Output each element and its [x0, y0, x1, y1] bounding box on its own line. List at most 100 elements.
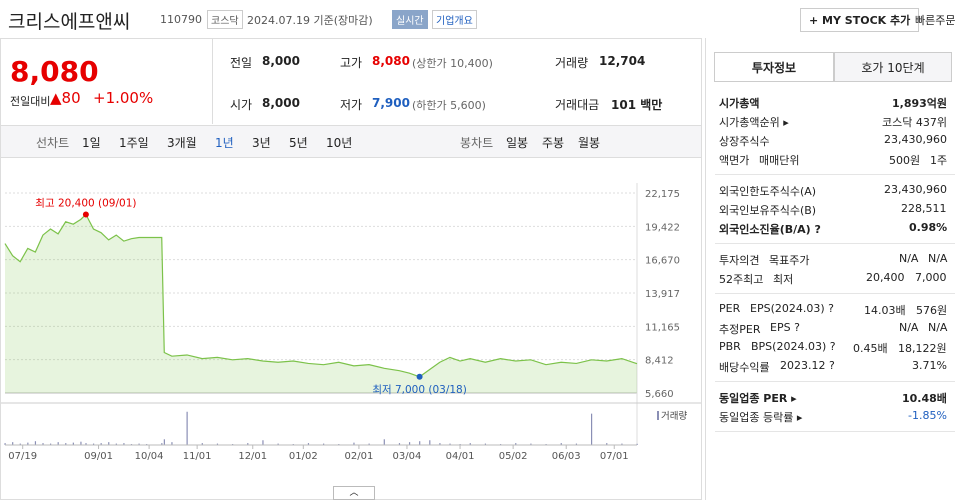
period-tab[interactable]: 1주일: [119, 136, 149, 150]
volume-bar: [398, 443, 401, 445]
volume-bar: [85, 443, 87, 445]
collapse-button[interactable]: ︿: [333, 486, 375, 500]
info-panel: [705, 38, 968, 500]
price-line: [4, 213, 638, 378]
period-tab[interactable]: 3년: [252, 136, 271, 150]
panel-tab[interactable]: 투자정보: [714, 52, 834, 82]
panel-label: 52주최고: [719, 273, 764, 286]
period-tab[interactable]: 주봉: [542, 136, 565, 150]
period-tab[interactable]: 1년: [215, 136, 234, 150]
summary-value: 7,900: [372, 96, 410, 110]
realtime-button[interactable]: 실시간: [392, 10, 428, 29]
summary-sub: (하한가 5,600): [412, 99, 486, 112]
volume-bar: [100, 443, 102, 445]
volume-bar: [80, 441, 82, 445]
summary-label: 거래량: [555, 56, 589, 70]
period-tab[interactable]: 3개월: [167, 136, 197, 150]
volume-bar: [449, 443, 451, 445]
period-tab[interactable]: 1일: [82, 136, 101, 150]
stock-name: 크리스에프앤씨: [8, 11, 131, 33]
panel-label: 배당수익률: [719, 361, 770, 374]
market-badge: 코스닥: [207, 10, 243, 29]
x-tick-label: 05/02: [499, 451, 528, 462]
summary-sub: (상한가 10,400): [412, 57, 493, 70]
summary-label: 거래대금: [555, 98, 600, 112]
x-tick-label: 07/19: [8, 451, 37, 462]
panel-value: N/A: [928, 252, 948, 265]
volume-bar: [12, 442, 14, 445]
volume-bar: [171, 442, 173, 445]
panel-label: 동일업종 PER ▸: [719, 392, 797, 405]
volume-bar: [57, 442, 59, 445]
panel-value: 7,000: [915, 271, 947, 284]
volume-bar: [439, 443, 441, 445]
mystock-button[interactable]: + MY STOCK 추가: [800, 8, 920, 32]
panel-value: 23,430,960: [884, 133, 947, 146]
panel-tab[interactable]: 호가 10단계: [834, 52, 952, 82]
panel-value: 0.98%: [909, 221, 948, 234]
stock-code: 110790: [160, 13, 202, 26]
summary-label: 저가: [340, 98, 363, 112]
volume-bar: [50, 443, 52, 445]
overview-dropdown[interactable]: 기업개요: [432, 10, 477, 29]
panel-value: N/A: [928, 321, 948, 334]
panel-label: 상장주식수: [719, 135, 770, 148]
volume-label: 거래량: [661, 410, 687, 422]
annotation-dot: [82, 211, 89, 218]
annotation: 최고 20,400 (09/01): [35, 197, 136, 209]
volume-bar: [161, 443, 163, 445]
panel-divider: [715, 381, 955, 382]
volume-bar: [323, 443, 325, 445]
panel-label: PBR: [719, 340, 741, 353]
chart: 22,175 19,422 16,670 13,917 11,165 8,412 5,660…: [1, 183, 701, 462]
period-label: 선차트: [36, 136, 70, 150]
panel-value: 10.48배: [902, 392, 947, 405]
panel-value: 18,122원: [898, 342, 947, 355]
volume-bar: [560, 443, 562, 445]
change-pct: +1.00%: [93, 89, 154, 107]
volume-bar: [27, 442, 29, 445]
panel-value: N/A: [899, 252, 919, 265]
panel-value: 코스닥 437위: [882, 116, 947, 129]
volume-bar: [138, 443, 140, 445]
panel-label: 투자의견: [719, 254, 760, 267]
volume-bar: [575, 443, 578, 445]
period-bar: [1, 125, 701, 158]
x-tick-label: 10/04: [135, 451, 164, 462]
volume-bar: [515, 443, 517, 445]
quick-order[interactable]: 빠른주문: [915, 14, 956, 27]
panel-value: N/A: [899, 321, 919, 334]
x-tick-label: 02/01: [345, 451, 374, 462]
panel-label: 매매단위: [759, 154, 800, 167]
volume-bar: [115, 443, 117, 445]
volume-bar: [163, 439, 165, 445]
panel-divider: [715, 293, 955, 294]
annotation-dot: [416, 373, 423, 380]
change-label: 전일대비: [10, 95, 51, 108]
volume-bar: [368, 443, 370, 445]
panel-divider: [715, 243, 955, 244]
summary-value: 8,080: [372, 54, 410, 68]
volume-bar: [636, 443, 638, 445]
volume-bar: [621, 443, 623, 445]
panel-label: 외국인한도주식수(A): [719, 185, 817, 198]
summary-label: 시가: [230, 98, 253, 112]
volume-bar: [469, 443, 471, 445]
panel-label: 2023.12 ?: [780, 359, 835, 372]
panel-value: 20,400: [866, 271, 905, 284]
volume-bar: [408, 442, 411, 445]
panel-value: 1,893억원: [892, 97, 948, 110]
volume-bar: [590, 413, 593, 445]
period-tab[interactable]: 월봉: [578, 136, 601, 150]
period-tab[interactable]: 5년: [289, 136, 308, 150]
panel-value: 3.71%: [912, 359, 947, 372]
summary-label: 고가: [340, 56, 363, 70]
divider: [212, 38, 213, 124]
panel-value: 500원: [889, 154, 921, 167]
panel-label: 외국인소진율(B/A) ?: [719, 223, 821, 236]
period-tab[interactable]: 일봉: [506, 136, 529, 150]
panel-value: 14.03배: [864, 304, 906, 317]
period-tab[interactable]: 10년: [326, 136, 353, 150]
panel-value: 1주: [930, 154, 948, 167]
